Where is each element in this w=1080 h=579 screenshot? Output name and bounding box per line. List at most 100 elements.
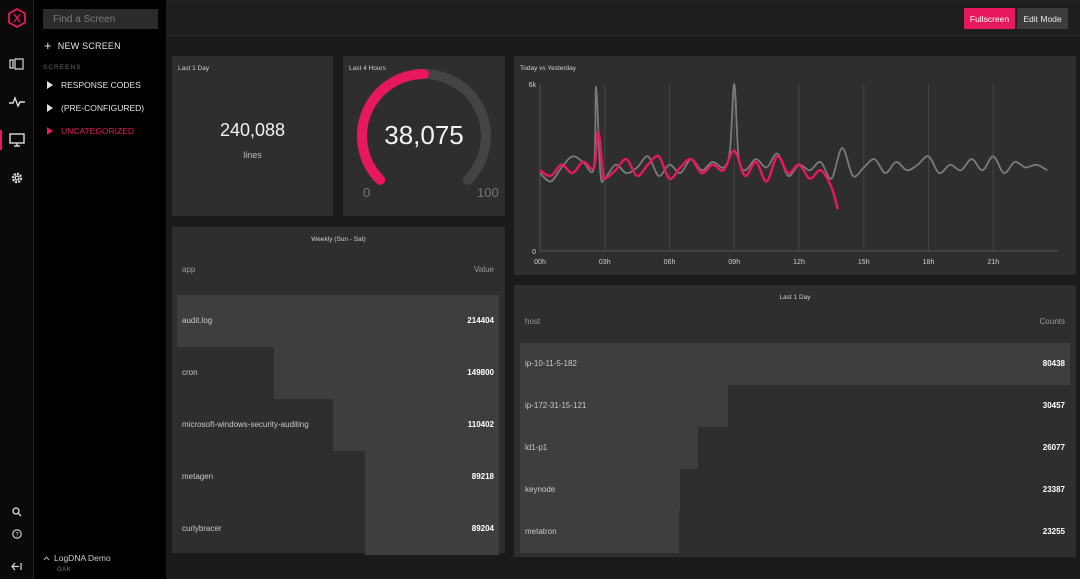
table-row[interactable]: microsoft-windows-security-auditing 11040… xyxy=(177,399,499,451)
plus-icon: + xyxy=(44,38,52,53)
row-bar xyxy=(365,503,499,555)
widget-title: Last 1 Day xyxy=(178,65,210,72)
table-row[interactable]: metagen 89218 xyxy=(177,451,499,503)
row-value: 23255 xyxy=(1042,527,1065,536)
table-row[interactable]: curlybracer 89204 xyxy=(177,503,499,555)
activity-icon[interactable] xyxy=(0,91,33,113)
row-label: curlybracer xyxy=(182,524,222,533)
gauge-fill xyxy=(357,69,429,185)
logo-icon[interactable] xyxy=(0,7,33,29)
row-value: 23387 xyxy=(1042,485,1065,494)
top-bar: Fullscreen Edit Mode xyxy=(167,0,1080,36)
row-bar xyxy=(520,427,699,469)
line-chart-widget[interactable]: Today vs Yesterday 00h 03h 06h 09h 12h 15h 18h… xyxy=(514,56,1076,275)
chevron-up-icon xyxy=(43,555,50,560)
row-label: cron xyxy=(182,368,198,377)
help-icon[interactable]: ? xyxy=(0,523,33,545)
screen-item-label: RESPONSE CODES xyxy=(61,80,141,90)
row-label: microsoft-windows-security-auditing xyxy=(182,420,309,429)
x-tick-label: 21h xyxy=(987,259,999,266)
column-header-value: Value xyxy=(474,265,494,274)
expand-icon xyxy=(47,104,53,112)
count-unit: lines xyxy=(243,150,262,160)
expand-icon xyxy=(47,127,53,135)
widget-title: Last 4 Hours xyxy=(349,65,386,72)
org-subtitle: OAK xyxy=(57,567,72,573)
table-row[interactable]: metatron 23255 xyxy=(520,511,1070,553)
row-value: 214404 xyxy=(467,316,494,325)
row-bar xyxy=(365,451,499,503)
row-value: 30457 xyxy=(1042,401,1065,410)
y-tick-label: 0 xyxy=(532,249,536,256)
table-row[interactable]: ld1-p1 26077 xyxy=(520,427,1070,469)
gauge-chart xyxy=(357,69,491,185)
row-label: ip-172-31-15-121 xyxy=(525,401,587,410)
row-bar xyxy=(274,347,499,399)
row-label: metagen xyxy=(182,472,214,481)
row-value: 89204 xyxy=(471,524,494,533)
column-header-app: app xyxy=(182,265,196,274)
screen-item-label: (PRE-CONFIGURED) xyxy=(61,103,145,113)
row-label: ld1-p1 xyxy=(525,443,548,452)
x-tick-label: 09h xyxy=(728,259,740,266)
views-icon[interactable] xyxy=(0,53,33,75)
row-bar xyxy=(177,295,499,347)
row-value: 110402 xyxy=(467,420,494,429)
widget-title: Last 1 Day xyxy=(779,294,811,301)
count-widget[interactable]: Last 1 Day 240,088 lines xyxy=(172,56,333,216)
screen-item-uncategorized[interactable]: UNCATEGORIZED xyxy=(47,126,134,136)
new-screen-label: NEW SCREEN xyxy=(57,41,121,51)
row-bar xyxy=(333,399,499,451)
svg-text:?: ? xyxy=(15,532,19,538)
x-tick-label: 12h xyxy=(793,259,805,266)
settings-icon[interactable] xyxy=(0,167,33,189)
screen-item-pre-configured[interactable]: (PRE-CONFIGURED) xyxy=(47,103,144,113)
row-value: 89218 xyxy=(471,472,494,481)
table-row[interactable]: keynode 23387 xyxy=(520,469,1070,511)
x-tick-label: 15h xyxy=(858,259,870,266)
count-value: 240,088 xyxy=(219,120,286,140)
row-bar xyxy=(520,343,1070,385)
screen-item-label: UNCATEGORIZED xyxy=(61,126,135,136)
org-name: LogDNA Demo xyxy=(54,553,111,563)
table-row[interactable]: ip-172-31-15-121 30457 xyxy=(520,385,1070,427)
table-row[interactable]: ip-10-11-5-182 80438 xyxy=(520,343,1070,385)
row-bar xyxy=(520,385,729,427)
search-input[interactable] xyxy=(43,9,158,29)
screen-item-response-codes[interactable]: RESPONSE CODES xyxy=(47,80,141,90)
row-value: 149800 xyxy=(467,368,494,377)
row-label: keynode xyxy=(525,485,556,494)
collapse-icon[interactable] xyxy=(0,555,33,577)
x-tick-label: 06h xyxy=(664,259,676,266)
org-switcher[interactable]: LogDNA Demo xyxy=(43,553,111,563)
screens-sidebar: + NEW SCREEN SCREENS RESPONSE CODES (PRE… xyxy=(34,0,166,579)
x-tick-label: 00h xyxy=(534,259,546,266)
series-line-today xyxy=(539,130,840,210)
gauge-max-label: 100 xyxy=(477,185,499,200)
fullscreen-button[interactable]: Fullscreen xyxy=(964,8,1015,29)
screens-icon[interactable] xyxy=(0,129,33,151)
active-indicator xyxy=(0,130,2,150)
weekly-table-widget[interactable]: Weekly (Sun - Sat) app Value audit.log 21… xyxy=(172,227,505,555)
icon-rail: ? xyxy=(0,0,34,579)
row-label: metatron xyxy=(525,527,557,536)
column-header-counts: Counts xyxy=(1039,317,1065,326)
widget-title: Weekly (Sun - Sat) xyxy=(311,236,366,243)
row-value: 26077 xyxy=(1042,443,1065,452)
edit-mode-button[interactable]: Edit Mode xyxy=(1017,8,1068,29)
x-tick-label: 18h xyxy=(923,259,935,266)
top-strip xyxy=(167,0,1080,2)
row-bar xyxy=(520,511,679,553)
row-value: 80438 xyxy=(1042,359,1065,368)
y-tick-label: 6k xyxy=(529,82,537,89)
new-screen-button[interactable]: + NEW SCREEN xyxy=(44,38,121,53)
column-header-host: host xyxy=(525,317,541,326)
table-row[interactable]: cron 149800 xyxy=(177,347,499,399)
search-icon[interactable] xyxy=(0,501,33,523)
host-table-widget[interactable]: Last 1 Day host Counts ip-10-11-5-182 804… xyxy=(514,285,1076,557)
gauge-widget[interactable]: Last 4 Hours 38,075 0 100 xyxy=(343,56,505,216)
gauge-value: 38,075 xyxy=(384,120,464,150)
table-row[interactable]: audit.log 214404 xyxy=(177,295,499,347)
expand-icon xyxy=(47,81,53,89)
row-bar xyxy=(520,469,680,511)
